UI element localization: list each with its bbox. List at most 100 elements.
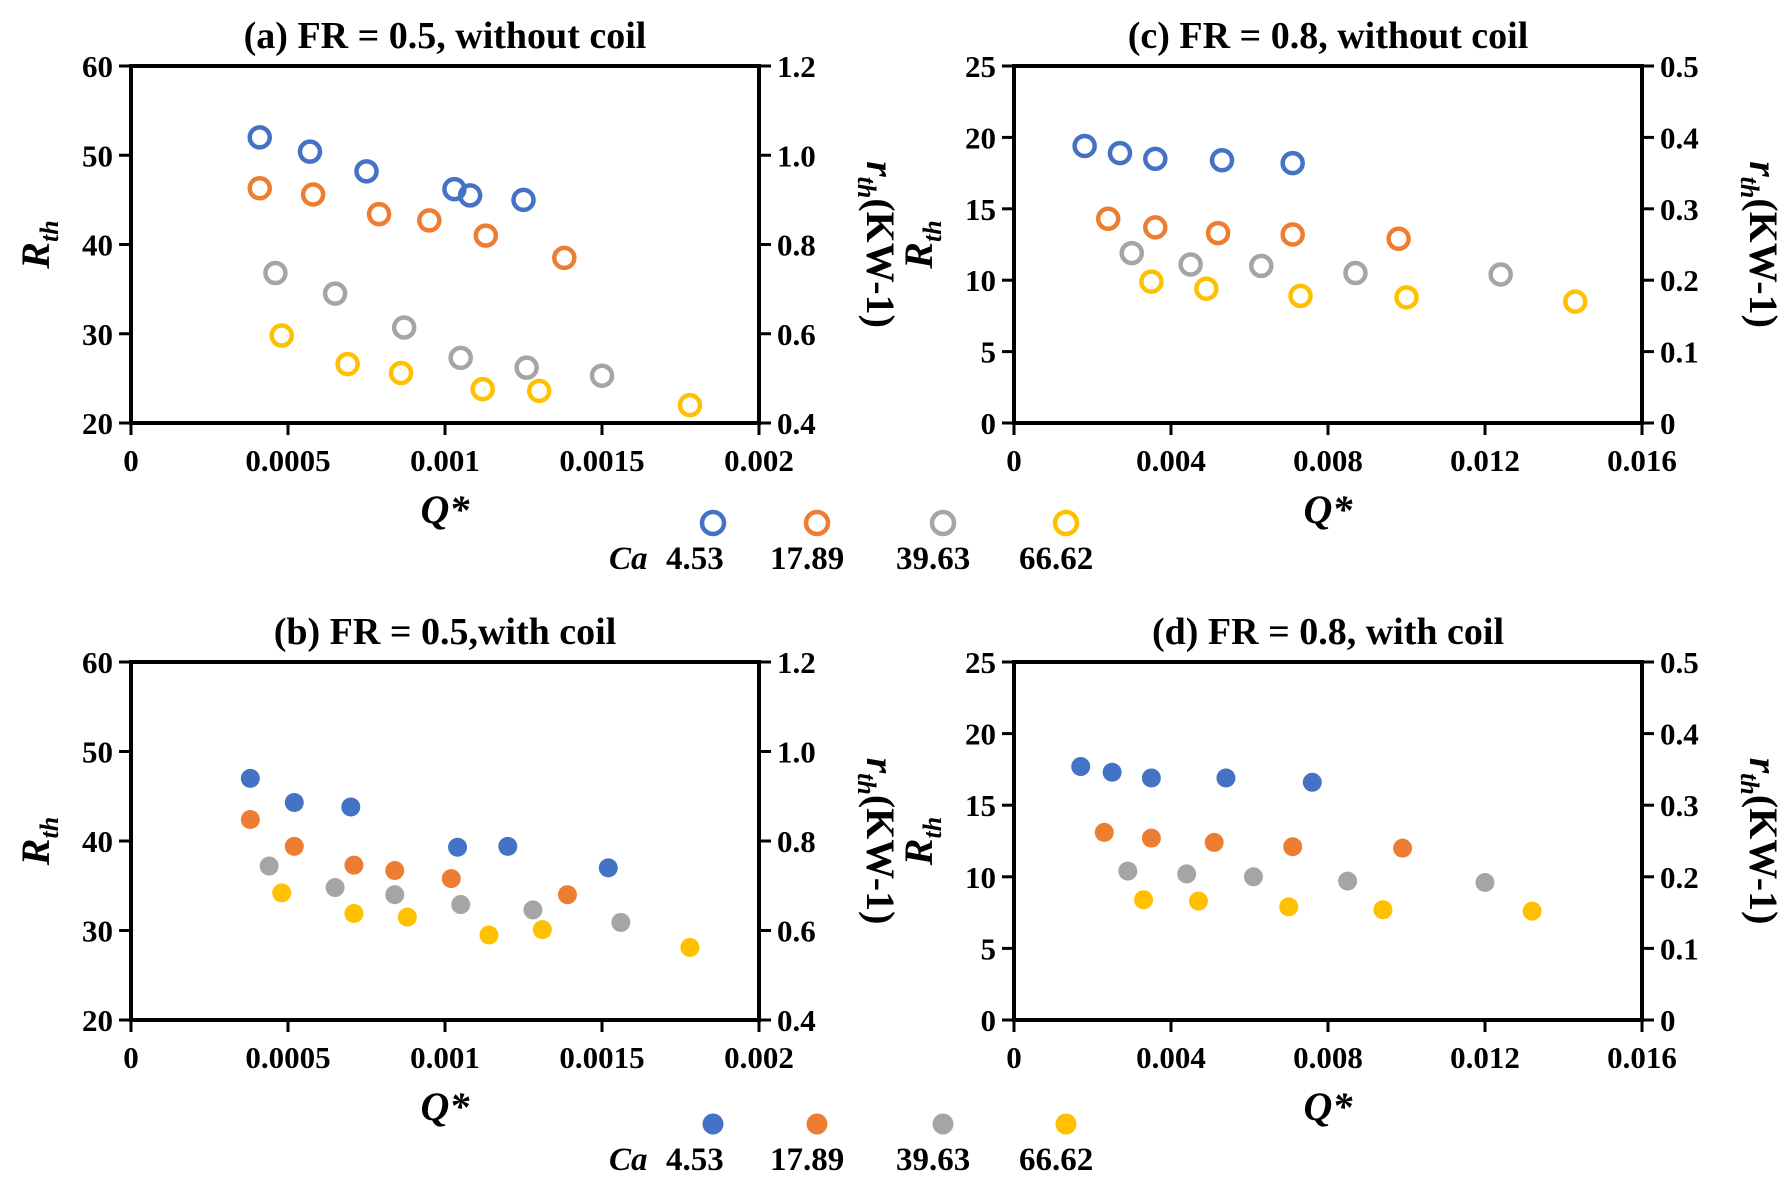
chart-title: (a) FR = 0.5, without coil — [244, 15, 647, 57]
y2-tick-label: 0.5 — [1660, 645, 1699, 680]
x-tick-label: 0.012 — [1450, 443, 1520, 478]
data-point — [1488, 262, 1513, 287]
data-point — [1072, 133, 1097, 159]
y-axis-label: Rth — [13, 817, 64, 866]
x-tick-label: 0.001 — [410, 1040, 480, 1075]
y-axis-label: Rth — [13, 220, 64, 269]
data-point — [247, 176, 272, 201]
data-point — [341, 797, 361, 817]
data-point — [272, 883, 292, 903]
y-tick-label: 0 — [981, 1003, 997, 1038]
y2-tick-label: 1.2 — [777, 49, 816, 84]
y-tick-label: 20 — [965, 120, 996, 155]
data-point — [1279, 897, 1299, 917]
data-point — [1143, 215, 1168, 240]
y2-tick-label: 0.5 — [1660, 49, 1699, 84]
data-point — [269, 323, 294, 348]
data-point — [1216, 768, 1236, 788]
data-point — [1283, 837, 1303, 857]
x-tick-label: 0.008 — [1293, 443, 1363, 478]
x-tick-label: 0.0005 — [245, 443, 330, 478]
data-point — [1280, 150, 1305, 176]
data-point — [1094, 822, 1114, 842]
data-point — [385, 885, 405, 905]
data-point — [1563, 289, 1588, 314]
y2-tick-label: 1.0 — [777, 735, 816, 770]
x-tick-label: 0.0015 — [559, 1040, 644, 1075]
y2-tick-label: 0 — [1660, 406, 1676, 441]
y2-tick-label: 0.6 — [777, 317, 816, 352]
x-tick-label: 0 — [123, 1040, 139, 1075]
data-point — [552, 245, 577, 271]
y2-tick-label: 0.4 — [777, 406, 816, 441]
data-point — [1393, 838, 1413, 858]
y2-tick-label: 0.6 — [777, 914, 816, 949]
legend-title: Ca — [609, 541, 648, 577]
data-point — [366, 201, 392, 227]
data-point — [589, 363, 615, 388]
data-point — [1209, 147, 1235, 173]
x-axis-label: Q* — [421, 487, 471, 532]
y2-tick-label: 0.1 — [1660, 931, 1699, 966]
data-point — [1102, 762, 1122, 782]
x-tick-label: 0.008 — [1293, 1040, 1363, 1075]
y2-tick-label: 0.1 — [1660, 335, 1699, 370]
y-tick-label: 25 — [965, 49, 996, 84]
y-tick-label: 40 — [82, 228, 113, 263]
y-tick-label: 50 — [82, 735, 113, 770]
x-tick-label: 0.016 — [1607, 443, 1677, 478]
legend-title: Ca — [609, 1142, 648, 1178]
data-point — [1139, 269, 1164, 294]
data-point — [1071, 757, 1091, 777]
y2-axis-label: rth(KW-1) — [1735, 758, 1785, 925]
legend-label: 17.89 — [770, 1142, 844, 1178]
y2-tick-label: 1.0 — [777, 138, 816, 173]
data-point — [451, 895, 471, 915]
y2-axis-label: rth(KW-1) — [1735, 161, 1785, 328]
y-tick-label: 25 — [965, 645, 996, 680]
legend-1: Ca 4.53 17.89 39.63 66.62 — [609, 509, 1093, 577]
data-point — [498, 836, 518, 856]
x-tick-label: 0.001 — [410, 443, 480, 478]
data-point — [263, 260, 288, 286]
x-tick-label: 0.002 — [724, 1040, 794, 1075]
data-point — [598, 858, 618, 878]
data-point — [417, 208, 442, 233]
y-tick-label: 5 — [981, 335, 997, 370]
data-point — [1205, 220, 1231, 246]
y-tick-label: 30 — [82, 317, 113, 352]
y2-tick-label: 0 — [1660, 1003, 1676, 1038]
data-point — [457, 183, 483, 208]
data-point — [1386, 226, 1411, 252]
legend-marker — [702, 1113, 724, 1135]
y-tick-label: 60 — [82, 49, 113, 84]
y2-tick-label: 0.2 — [1660, 263, 1699, 298]
legend-label: 4.53 — [666, 541, 724, 577]
data-point — [1194, 276, 1219, 302]
y-tick-label: 15 — [965, 788, 996, 823]
data-point — [526, 378, 552, 404]
data-point — [297, 139, 323, 164]
x-tick-label: 0.002 — [724, 443, 794, 478]
data-point — [1522, 901, 1542, 921]
data-point — [322, 281, 348, 306]
data-point — [397, 907, 417, 927]
chart-panel-b: (b) FR = 0.5,with coil 0 0.0005 0.001 0.0015… — [13, 611, 903, 1129]
x-tick-label: 0.012 — [1450, 1040, 1520, 1075]
data-point — [391, 315, 417, 340]
x-tick-label: 0 — [1006, 1040, 1022, 1075]
data-point — [335, 351, 360, 377]
data-point — [240, 810, 260, 830]
y-tick-label: 30 — [82, 914, 113, 949]
legend-label: 66.62 — [1019, 1142, 1093, 1178]
legend-marker — [932, 1113, 954, 1135]
y-tick-label: 0 — [981, 406, 997, 441]
y-axis-label: Rth — [896, 817, 947, 866]
data-point — [523, 900, 543, 920]
x-axis-label: Q* — [1304, 487, 1354, 532]
data-point — [1119, 240, 1144, 266]
x-tick-label: 0.004 — [1136, 443, 1206, 478]
x-tick-label: 0.0005 — [245, 1040, 330, 1075]
data-point — [1118, 861, 1138, 881]
